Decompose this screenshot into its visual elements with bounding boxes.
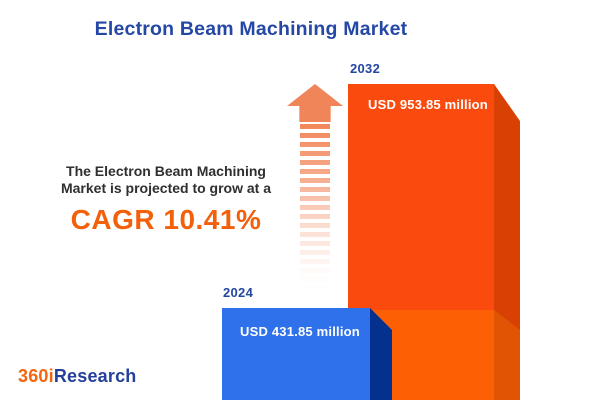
bar-2024-side-face	[370, 308, 392, 400]
brand-logo-prefix: 360i	[18, 366, 54, 386]
bar-2032-value-label: USD 953.85 million	[368, 97, 488, 112]
brand-logo: 360iResearch	[18, 366, 137, 387]
bar-2032-side-face	[494, 84, 520, 400]
bar-2032-year-label: 2032	[350, 61, 381, 76]
bar-2024-year-label: 2024	[223, 285, 254, 300]
growth-arrow-stripes	[300, 124, 330, 290]
bar-2032-side-face-lower	[494, 310, 520, 400]
growth-description: The Electron Beam Machining Market is pr…	[40, 163, 292, 236]
description-line-1: The Electron Beam Machining	[66, 163, 266, 179]
description-line-2: Market is projected to grow at a	[60, 180, 272, 196]
bar-2024-value-label: USD 431.85 million	[240, 324, 360, 339]
growth-arrow-icon	[287, 84, 343, 122]
cagr-value: CAGR 10.41%	[70, 204, 262, 235]
page-title: Electron Beam Machining Market	[94, 18, 408, 40]
brand-logo-suffix: Research	[53, 366, 137, 386]
bar-2024: USD 431.85 million	[222, 308, 370, 400]
